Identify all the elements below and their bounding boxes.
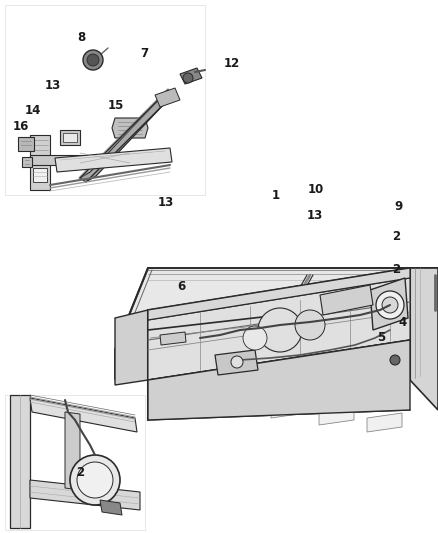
Polygon shape xyxy=(370,278,408,330)
Polygon shape xyxy=(115,268,438,380)
Circle shape xyxy=(376,291,404,319)
Circle shape xyxy=(295,310,325,340)
Polygon shape xyxy=(30,135,50,190)
Polygon shape xyxy=(30,155,90,165)
Polygon shape xyxy=(215,350,258,375)
Polygon shape xyxy=(55,148,172,172)
Circle shape xyxy=(231,356,243,368)
Polygon shape xyxy=(319,406,354,425)
Polygon shape xyxy=(115,310,148,385)
Polygon shape xyxy=(325,289,370,311)
Text: 16: 16 xyxy=(13,120,29,133)
Circle shape xyxy=(70,455,120,505)
Polygon shape xyxy=(63,133,77,142)
Polygon shape xyxy=(271,399,306,418)
Polygon shape xyxy=(180,68,202,84)
Text: 9: 9 xyxy=(395,200,403,213)
Polygon shape xyxy=(22,157,32,167)
Polygon shape xyxy=(30,480,140,510)
Text: 12: 12 xyxy=(224,58,240,70)
Polygon shape xyxy=(112,118,148,138)
Circle shape xyxy=(258,308,302,352)
Polygon shape xyxy=(33,168,47,182)
Polygon shape xyxy=(10,395,30,528)
Circle shape xyxy=(390,355,400,365)
Circle shape xyxy=(77,462,113,498)
Circle shape xyxy=(87,54,99,66)
Text: 14: 14 xyxy=(25,104,41,117)
Text: 5: 5 xyxy=(377,331,385,344)
Polygon shape xyxy=(148,278,410,380)
Text: 7: 7 xyxy=(141,47,148,60)
Circle shape xyxy=(183,73,193,83)
Polygon shape xyxy=(320,285,373,315)
Polygon shape xyxy=(223,392,258,411)
Polygon shape xyxy=(100,500,122,515)
Text: 2: 2 xyxy=(392,263,400,276)
Polygon shape xyxy=(155,88,180,107)
Text: 13: 13 xyxy=(306,209,323,222)
Polygon shape xyxy=(80,90,174,182)
Polygon shape xyxy=(410,268,438,410)
Polygon shape xyxy=(148,268,410,320)
Polygon shape xyxy=(148,340,410,420)
Text: 15: 15 xyxy=(108,99,124,111)
Polygon shape xyxy=(367,413,402,432)
Polygon shape xyxy=(5,395,145,530)
Polygon shape xyxy=(175,385,210,404)
Text: 10: 10 xyxy=(307,183,324,196)
Circle shape xyxy=(243,326,267,350)
Circle shape xyxy=(83,50,103,70)
Text: 13: 13 xyxy=(44,79,61,92)
Text: 6: 6 xyxy=(178,280,186,293)
Polygon shape xyxy=(60,130,80,145)
Polygon shape xyxy=(5,5,205,195)
Text: 8: 8 xyxy=(77,31,85,44)
Circle shape xyxy=(382,297,398,313)
Polygon shape xyxy=(30,398,137,432)
Polygon shape xyxy=(18,137,34,151)
Text: 2: 2 xyxy=(392,230,400,243)
Text: 4: 4 xyxy=(399,317,407,329)
Polygon shape xyxy=(160,332,186,345)
Text: 2: 2 xyxy=(76,466,84,479)
Text: 13: 13 xyxy=(157,196,174,209)
Polygon shape xyxy=(65,412,80,490)
Text: 1: 1 xyxy=(272,189,280,202)
